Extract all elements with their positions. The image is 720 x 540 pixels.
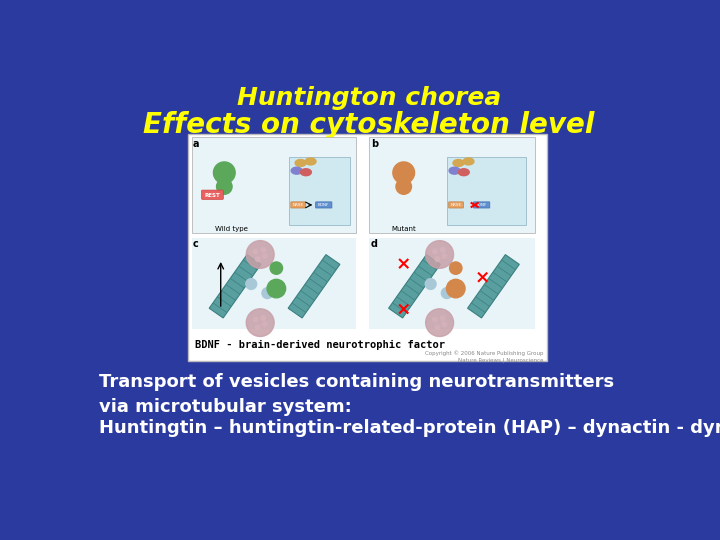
Circle shape bbox=[449, 262, 462, 274]
Circle shape bbox=[396, 179, 411, 194]
Circle shape bbox=[433, 317, 437, 322]
Text: BDNF: BDNF bbox=[318, 203, 330, 207]
Text: Huntington chorea: Huntington chorea bbox=[237, 86, 501, 110]
FancyBboxPatch shape bbox=[291, 202, 305, 208]
Circle shape bbox=[246, 241, 274, 268]
Text: Wild type: Wild type bbox=[215, 226, 248, 232]
Circle shape bbox=[442, 322, 446, 327]
Circle shape bbox=[442, 254, 446, 258]
Text: Mutant: Mutant bbox=[392, 226, 416, 232]
Circle shape bbox=[246, 279, 256, 289]
Circle shape bbox=[441, 288, 452, 299]
Circle shape bbox=[426, 309, 454, 336]
Circle shape bbox=[270, 262, 282, 274]
Circle shape bbox=[261, 247, 266, 252]
Bar bbox=[369, 238, 535, 329]
Ellipse shape bbox=[459, 169, 469, 176]
FancyBboxPatch shape bbox=[202, 190, 223, 199]
FancyBboxPatch shape bbox=[449, 202, 464, 208]
Circle shape bbox=[256, 257, 260, 261]
Bar bbox=[192, 137, 356, 233]
Ellipse shape bbox=[463, 158, 474, 165]
Text: b: b bbox=[371, 139, 378, 150]
Circle shape bbox=[213, 162, 235, 184]
Ellipse shape bbox=[300, 169, 311, 176]
Text: d: d bbox=[371, 239, 378, 249]
Circle shape bbox=[261, 316, 266, 320]
FancyBboxPatch shape bbox=[315, 202, 332, 208]
Circle shape bbox=[253, 249, 258, 254]
Circle shape bbox=[263, 322, 267, 327]
Text: Copyright © 2006 Nature Publishing Group
Nature Reviews | Neuroscience: Copyright © 2006 Nature Publishing Group… bbox=[425, 350, 544, 363]
FancyBboxPatch shape bbox=[447, 157, 526, 225]
Ellipse shape bbox=[295, 159, 306, 166]
Ellipse shape bbox=[291, 167, 302, 174]
Circle shape bbox=[426, 241, 454, 268]
Circle shape bbox=[256, 325, 260, 329]
Circle shape bbox=[433, 249, 437, 254]
Circle shape bbox=[262, 288, 273, 299]
Circle shape bbox=[446, 279, 465, 298]
Circle shape bbox=[426, 279, 436, 289]
Text: c: c bbox=[193, 239, 199, 249]
FancyBboxPatch shape bbox=[474, 202, 490, 208]
FancyBboxPatch shape bbox=[289, 157, 350, 225]
Bar bbox=[192, 238, 356, 329]
Circle shape bbox=[393, 162, 415, 184]
Polygon shape bbox=[467, 255, 519, 318]
Polygon shape bbox=[288, 255, 340, 318]
Text: a: a bbox=[193, 139, 199, 150]
Circle shape bbox=[435, 257, 440, 261]
Circle shape bbox=[441, 247, 445, 252]
Text: BDNF: BDNF bbox=[476, 203, 487, 207]
Text: Huntingtin – huntingtin-related-protein (HAP) – dynactin - dynein: Huntingtin – huntingtin-related-protein … bbox=[99, 419, 720, 437]
Circle shape bbox=[253, 317, 258, 322]
Ellipse shape bbox=[453, 159, 464, 166]
Ellipse shape bbox=[449, 167, 460, 174]
Polygon shape bbox=[389, 255, 441, 318]
Text: NRSE: NRSE bbox=[451, 203, 462, 207]
Text: REST: REST bbox=[204, 193, 220, 198]
Text: Effects on cytoskeleton level: Effects on cytoskeleton level bbox=[143, 111, 595, 139]
Text: BDNF - brain-derived neurotrophic factor: BDNF - brain-derived neurotrophic factor bbox=[194, 340, 445, 350]
Circle shape bbox=[441, 316, 445, 320]
Circle shape bbox=[267, 279, 286, 298]
Circle shape bbox=[217, 179, 232, 194]
Text: NRSE: NRSE bbox=[292, 203, 304, 207]
Circle shape bbox=[263, 254, 267, 258]
Circle shape bbox=[246, 309, 274, 336]
Polygon shape bbox=[210, 255, 261, 318]
Ellipse shape bbox=[305, 158, 316, 165]
Circle shape bbox=[435, 325, 440, 329]
Text: Transport of vesicles containing neurotransmitters
via microtubular system:: Transport of vesicles containing neurotr… bbox=[99, 373, 614, 416]
Bar bbox=[189, 134, 547, 361]
Bar bbox=[369, 137, 535, 233]
